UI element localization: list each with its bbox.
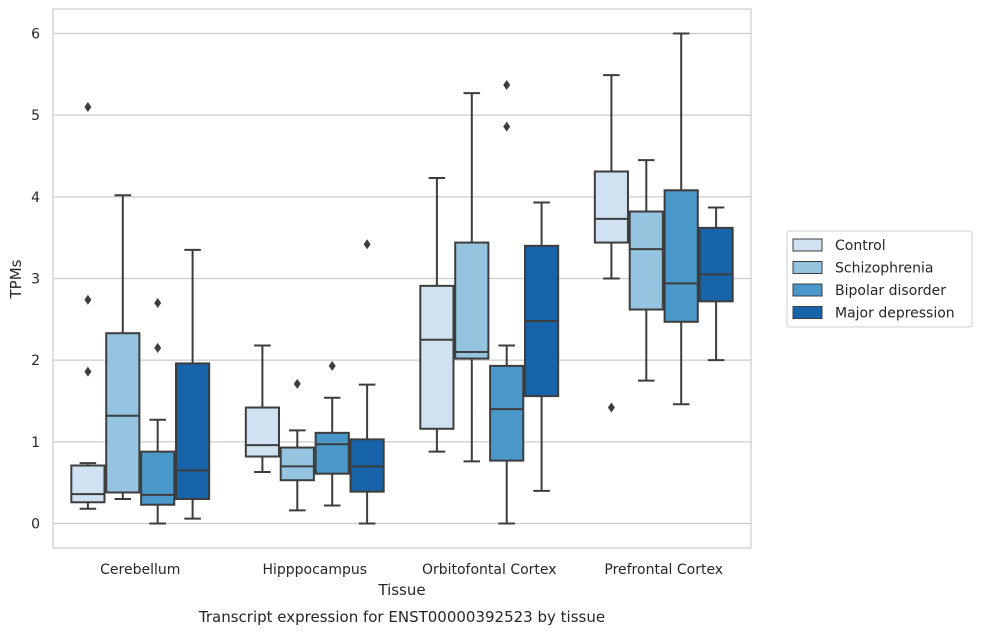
legend-item: Bipolar disorder xyxy=(792,283,946,299)
box-body xyxy=(419,284,455,430)
box-body xyxy=(70,464,106,504)
outlier-point xyxy=(503,121,511,132)
box-3-1 xyxy=(349,239,385,525)
box-body xyxy=(279,446,315,482)
box-2-2 xyxy=(489,79,525,525)
x-tick-label: Hipppocampus xyxy=(262,562,367,578)
box-1-0 xyxy=(105,194,141,500)
legend-swatch xyxy=(792,306,823,319)
grid-lines xyxy=(53,32,751,525)
box-0-0 xyxy=(70,102,106,510)
outlier-point xyxy=(607,402,615,413)
x-tick-label: Orbitofontal Cortex xyxy=(422,562,557,578)
box-0-1 xyxy=(244,344,280,474)
legend-item: Major depression xyxy=(792,306,955,322)
outlier-point xyxy=(84,294,92,305)
box-2-3 xyxy=(663,32,699,406)
box-body xyxy=(244,406,280,458)
box-body xyxy=(698,226,734,303)
y-tick-label: 2 xyxy=(31,353,40,369)
legend-swatch xyxy=(792,261,823,274)
box-1-1 xyxy=(279,378,315,512)
legend-swatch xyxy=(792,238,823,252)
legend-item: Schizophrenia xyxy=(792,261,933,277)
y-tick-label: 0 xyxy=(31,517,40,533)
box-body xyxy=(454,241,490,360)
legend-item: Control xyxy=(792,238,886,254)
outlier-point xyxy=(328,360,336,371)
outlier-point xyxy=(84,102,92,112)
legend-box xyxy=(786,230,973,328)
boxes xyxy=(70,32,734,525)
box-body xyxy=(593,170,629,244)
y-tick-label: 1 xyxy=(31,435,40,451)
outlier-point xyxy=(293,378,301,389)
box-body xyxy=(663,189,699,323)
x-axis-ticks: Cerebellum Hipppocampus Orbitofontal Corte… xyxy=(100,562,723,578)
x-tick-label: Prefrontal Cortex xyxy=(604,562,723,578)
box-body xyxy=(105,332,141,494)
legend-label: Bipolar disorder xyxy=(835,283,946,299)
y-tick-label: 3 xyxy=(31,272,40,288)
outlier-point xyxy=(154,342,162,353)
box-2-0 xyxy=(140,298,176,525)
y-tick-label: 5 xyxy=(31,108,40,124)
legend: Control Schizophrenia Bipolar disorder Majo… xyxy=(786,230,973,328)
box-2-1 xyxy=(314,360,350,507)
y-tick-label: 4 xyxy=(31,190,40,206)
box-3-0 xyxy=(175,248,211,520)
box-3-2 xyxy=(524,201,560,492)
box-body xyxy=(140,450,176,506)
box-0-2 xyxy=(419,177,455,453)
box-1-3 xyxy=(628,159,664,382)
box-body xyxy=(175,362,211,500)
y-axis-label: TPMs xyxy=(7,259,25,299)
box-1-2 xyxy=(454,92,490,463)
outlier-point xyxy=(363,239,371,250)
outlier-point xyxy=(154,298,162,308)
box-0-3 xyxy=(593,74,629,413)
outlier-point xyxy=(503,79,511,90)
legend-swatch xyxy=(792,283,823,297)
x-tick-label: Cerebellum xyxy=(100,562,180,578)
y-tick-label: 6 xyxy=(31,27,40,43)
box-3-3 xyxy=(698,206,734,362)
y-axis-ticks: 0 1 2 3 4 5 6 xyxy=(31,27,40,533)
outlier-point xyxy=(84,366,92,377)
legend-label: Schizophrenia xyxy=(835,261,933,277)
box-body xyxy=(489,364,525,462)
legend-label: Major depression xyxy=(835,306,955,322)
chart-caption: Transcript expression for ENST0000039252… xyxy=(198,608,605,626)
box-body xyxy=(628,210,664,311)
legend-label: Control xyxy=(835,238,886,254)
box-body xyxy=(314,431,350,475)
x-axis-label: Tissue xyxy=(377,581,425,599)
